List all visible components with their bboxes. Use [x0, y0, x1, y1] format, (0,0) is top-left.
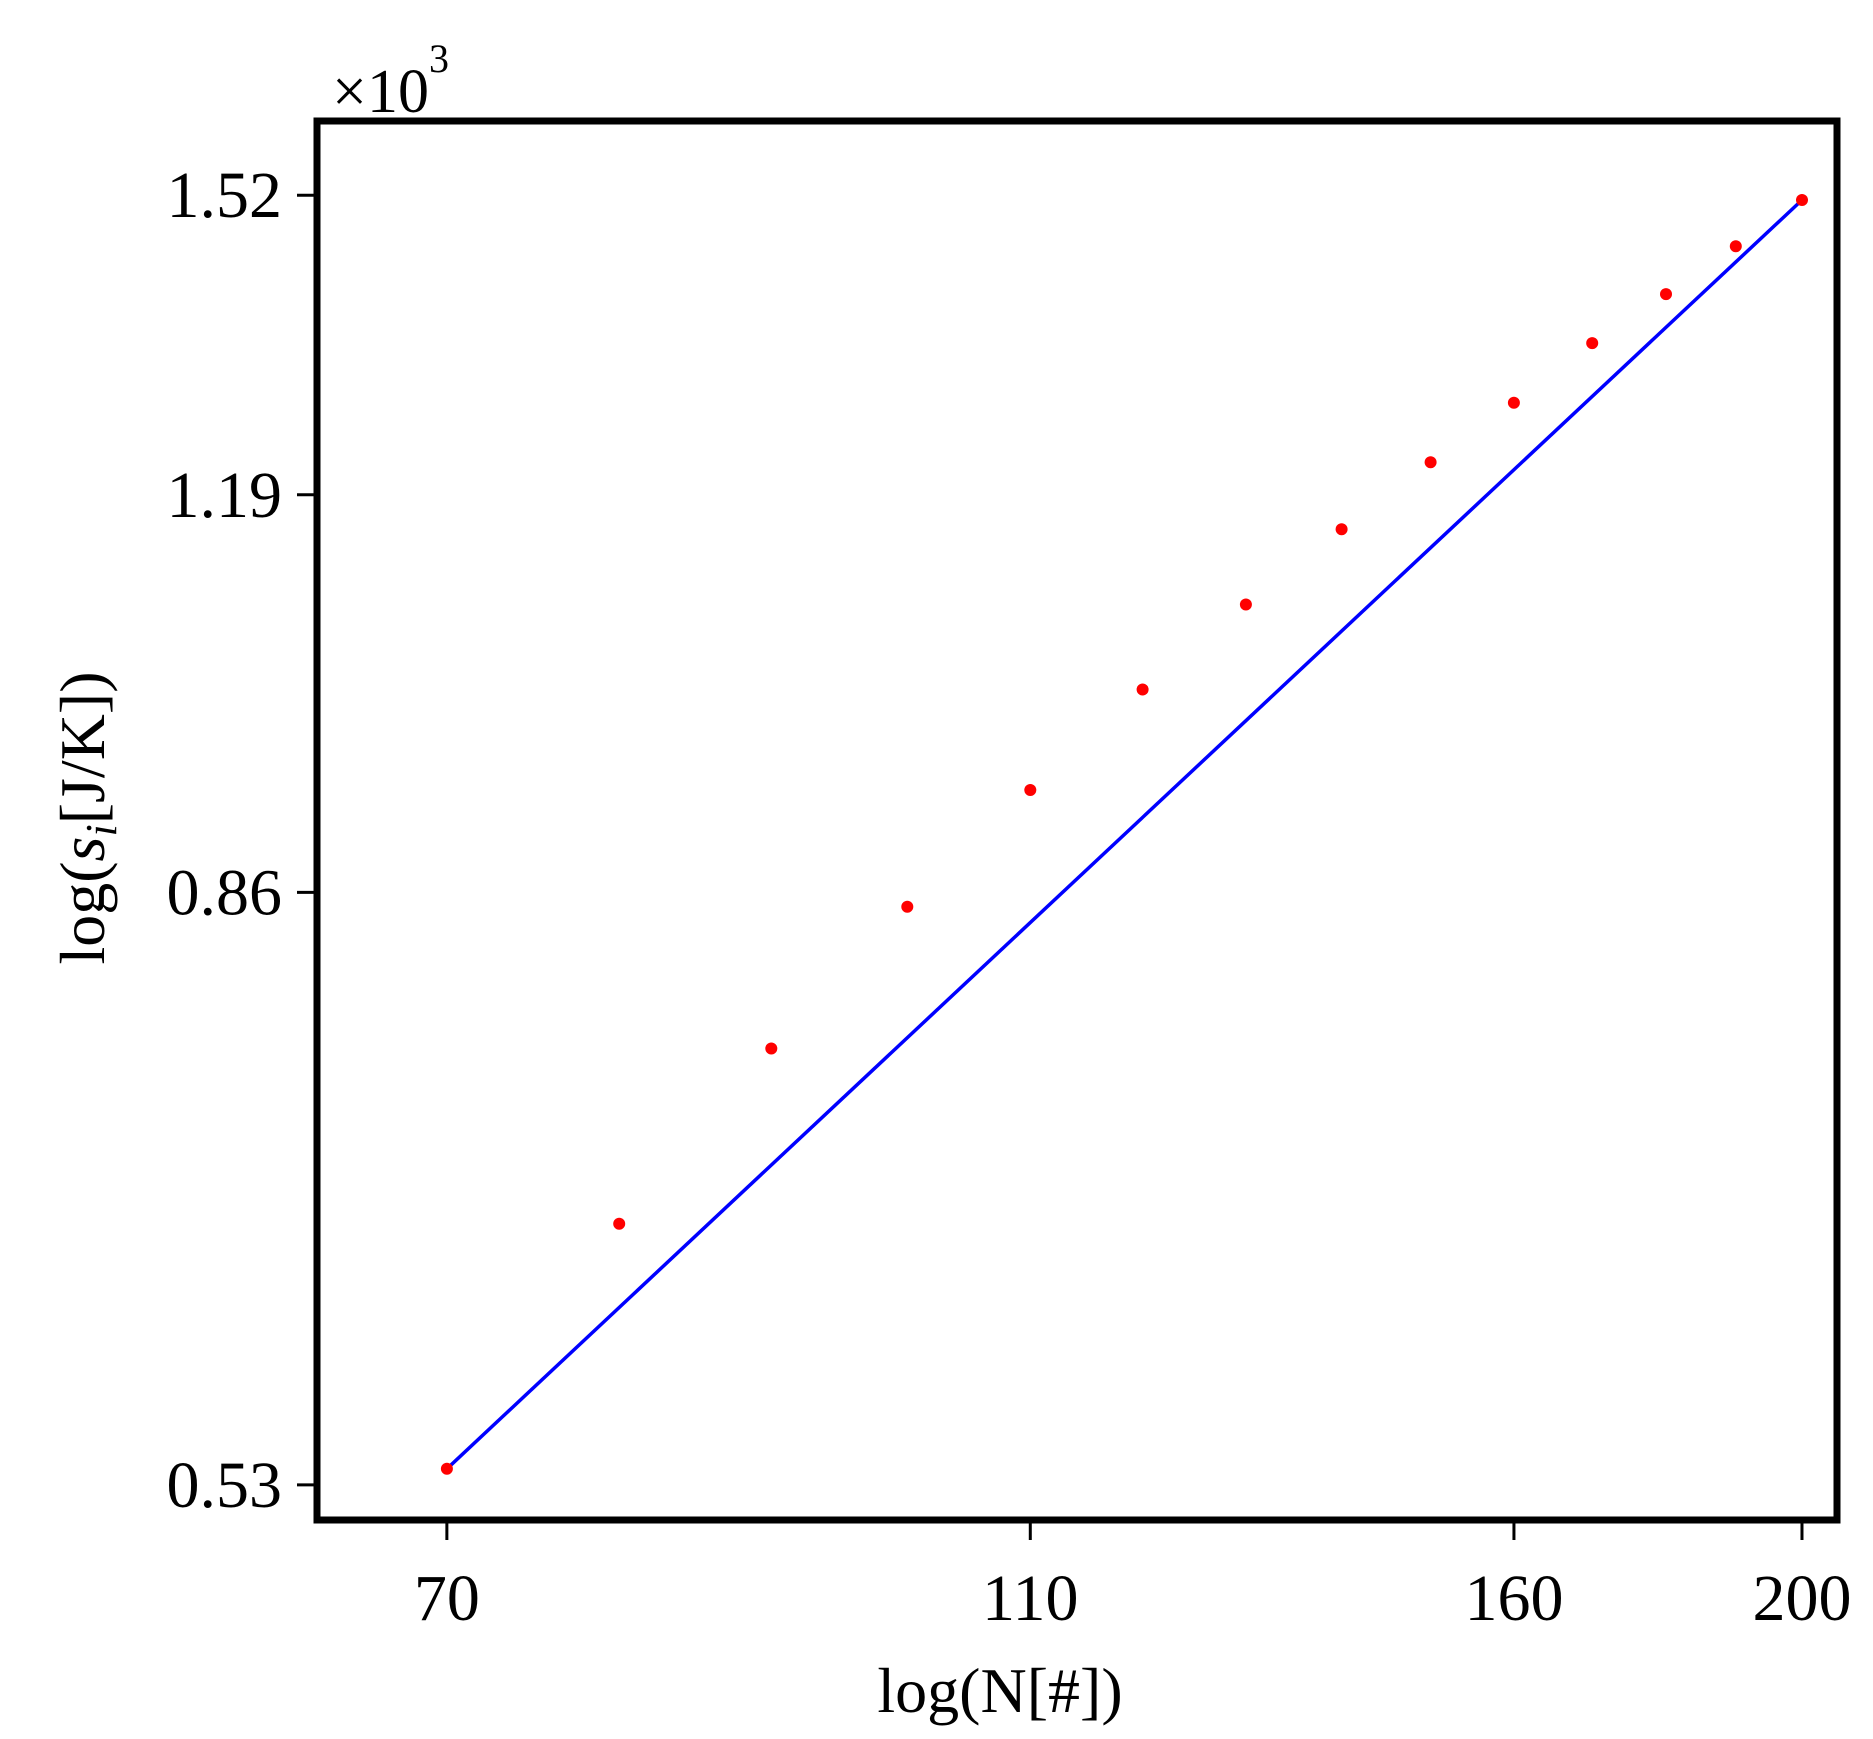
y-tick-label: 1.52: [167, 159, 283, 232]
data-point: [1660, 288, 1672, 301]
data-point: [1729, 240, 1742, 253]
data-point: [1507, 396, 1520, 409]
x-axis-label: log(N[#]): [877, 1655, 1122, 1726]
data-point: [1136, 683, 1149, 696]
x-tick-label: 110: [982, 1562, 1079, 1635]
y-axis-label: log(si[J/K]): [47, 671, 126, 964]
x-tick-label: 200: [1752, 1562, 1851, 1635]
data-points-layer: [440, 194, 1808, 1475]
y-multiplier: ×103: [332, 36, 449, 126]
data-point: [613, 1217, 626, 1230]
data-point: [440, 1462, 453, 1475]
x-axis-ticks: 70 110 160 200: [414, 1523, 1851, 1635]
y-tick-label: 1.19: [167, 459, 283, 532]
data-point: [901, 900, 914, 913]
data-point: [1335, 523, 1348, 536]
fit-line-layer: [445, 198, 1804, 1471]
data-point: [765, 1042, 778, 1055]
y-tick-label: 0.86: [167, 856, 283, 929]
data-point: [1024, 784, 1037, 796]
x-tick-label: 160: [1464, 1562, 1563, 1635]
x-tick-label: 70: [414, 1562, 480, 1635]
data-point: [1796, 194, 1808, 206]
data-point: [1586, 337, 1599, 350]
plot-frame: [313, 117, 1841, 1524]
y-tick-label: 0.53: [167, 1449, 283, 1522]
data-point: [1239, 598, 1252, 611]
data-point: [1424, 456, 1437, 469]
fit-line: [445, 198, 1804, 1471]
y-axis-ticks: 0.53 0.86 1.19 1.52: [167, 159, 314, 1522]
